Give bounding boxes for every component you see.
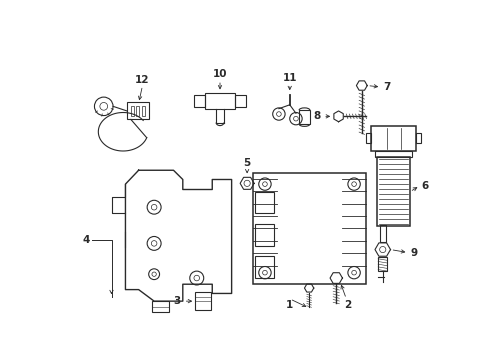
Bar <box>234 95 245 107</box>
Bar <box>194 95 205 107</box>
Bar <box>254 224 274 246</box>
Bar <box>377 157 409 226</box>
Text: 7: 7 <box>382 82 389 92</box>
Text: 11: 11 <box>282 73 296 83</box>
Bar <box>131 106 134 116</box>
Text: 8: 8 <box>313 111 320 121</box>
Bar <box>415 132 420 143</box>
Text: 4: 4 <box>82 235 89 244</box>
Bar <box>366 132 370 143</box>
Bar <box>299 110 309 124</box>
Text: 10: 10 <box>212 69 227 79</box>
Bar <box>370 126 415 151</box>
Text: 9: 9 <box>409 248 416 258</box>
Bar <box>254 192 274 213</box>
Bar <box>253 172 365 284</box>
Text: 2: 2 <box>344 300 351 310</box>
Bar <box>151 301 168 312</box>
Bar <box>379 225 385 242</box>
Bar <box>377 257 386 271</box>
Text: 5: 5 <box>243 158 250 167</box>
Bar <box>195 292 210 310</box>
Bar <box>142 106 144 116</box>
Text: 6: 6 <box>421 181 428 191</box>
Bar <box>127 103 148 120</box>
Bar <box>374 151 411 157</box>
Text: 3: 3 <box>173 296 181 306</box>
Bar <box>136 106 139 116</box>
Text: 1: 1 <box>285 300 293 310</box>
Bar <box>205 93 234 109</box>
Text: 12: 12 <box>135 75 149 85</box>
Bar <box>254 256 274 278</box>
